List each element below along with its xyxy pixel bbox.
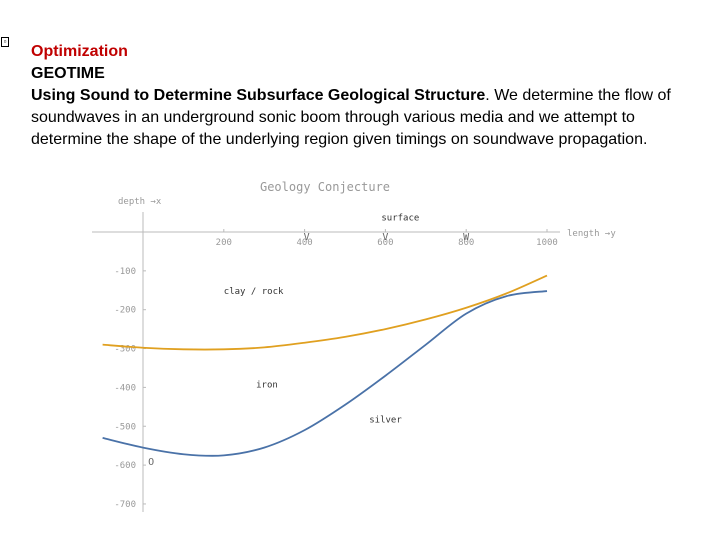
y-tick-label: -500: [114, 422, 136, 432]
series-group: [102, 274, 548, 457]
slide-heading: Using Sound to Determine Subsurface Geol…: [31, 87, 486, 104]
region-label: silver: [369, 415, 402, 425]
x-tick-label: 1000: [536, 238, 558, 248]
x-tick-label: 400: [296, 238, 312, 248]
series-line-1: [102, 274, 548, 351]
region-labels: surface clay / rock iron silver V V W O: [148, 213, 470, 468]
y-tick-label: -100: [114, 267, 136, 277]
region-label: surface: [381, 213, 419, 223]
chart-title: Geology Conjecture: [260, 180, 390, 194]
slide-body: . We determine the flow of soundwaves in…: [31, 87, 671, 148]
y-axis-label: depth →x: [118, 197, 162, 207]
series-line-2: [102, 290, 548, 457]
y-tick-label: -400: [114, 383, 136, 393]
y-tick-label: -600: [114, 461, 136, 471]
slide-subtitle: GEOTIME: [31, 65, 105, 82]
slide-text: Optimization GEOTIME Using Sound to Dete…: [31, 41, 691, 151]
marker-symbol: V: [304, 232, 310, 243]
axes: 200 400 600 800 1000 -100 -200 -300 -400 -500 -600…: [92, 212, 560, 512]
y-tick-label: -200: [114, 306, 136, 316]
x-tick-label: 600: [377, 238, 393, 248]
marker-symbol: V: [382, 232, 388, 243]
square-bullet-icon: ▫: [1, 37, 9, 47]
region-label: iron: [256, 380, 278, 390]
y-tick-label: -300: [114, 345, 136, 355]
marker-symbol: W: [463, 232, 470, 243]
marker-symbol: O: [148, 457, 154, 468]
region-label: clay / rock: [224, 287, 284, 297]
slide-paragraph: Using Sound to Determine Subsurface Geol…: [31, 85, 691, 151]
slide-title: Optimization: [31, 43, 128, 60]
x-axis-label: length →y: [567, 229, 616, 239]
x-tick-label: 200: [216, 238, 232, 248]
x-tick-label: 800: [458, 238, 474, 248]
y-tick-label: -700: [114, 500, 136, 510]
